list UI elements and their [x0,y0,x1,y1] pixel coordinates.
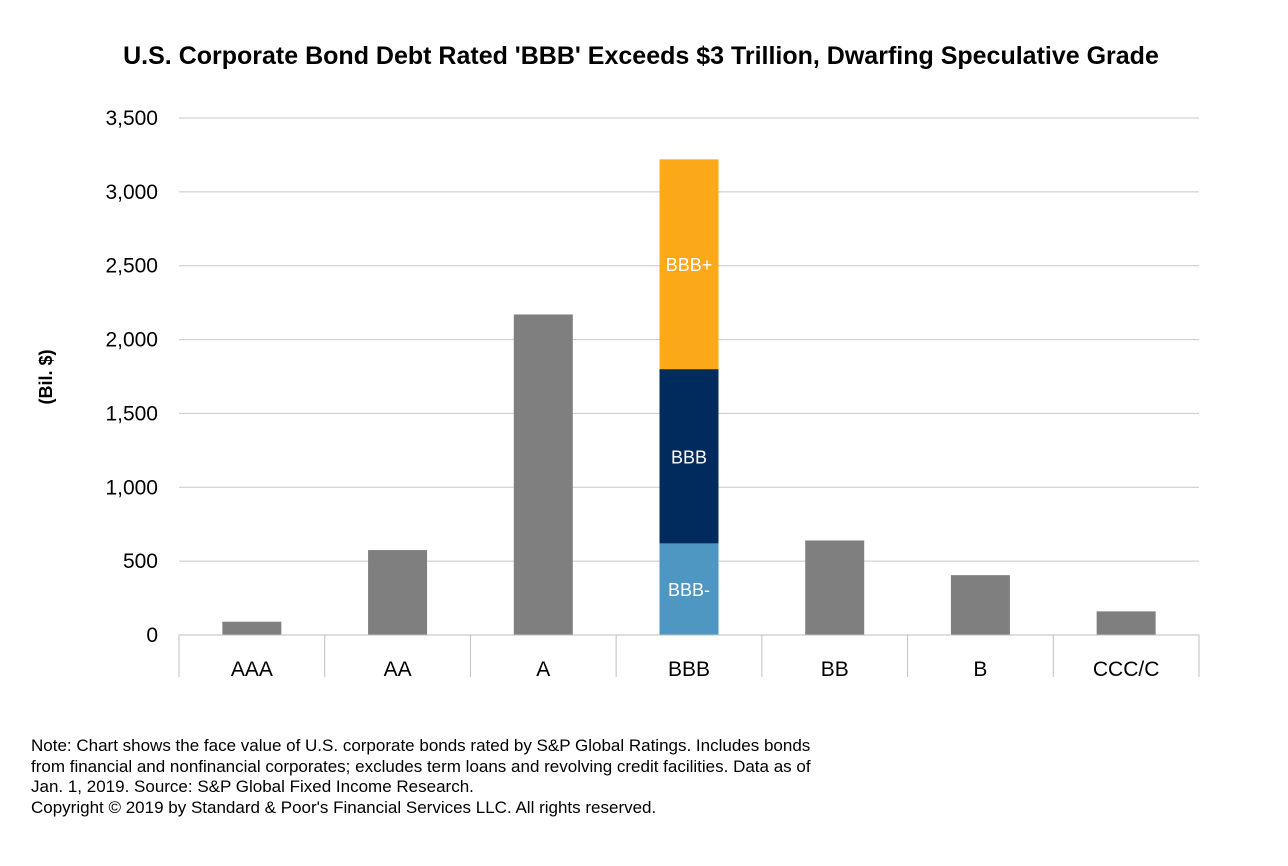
y-axis-title: (Bil. $) [36,349,56,404]
bar-segment-bbb-minusplus [659,159,719,370]
footnote-line: Jan. 1, 2019. Source: S&P Global Fixed I… [31,777,474,796]
x-category-label: BB [821,658,849,681]
y-tick-label: 500 [123,550,158,573]
bar-aaa [222,621,282,635]
segment-labels: BBB- BBB BBB+ [666,255,713,600]
y-tick-label: 0 [146,624,158,647]
x-category-label: CCC/C [1093,658,1160,681]
bar-segment-bbb [659,369,719,544]
chart-title: U.S. Corporate Bond Debt Rated 'BBB' Exc… [123,42,1159,70]
x-axis-category-labels: AAA AA A BBB BB B CCC/C [231,658,1160,681]
x-category-label: AA [384,658,412,681]
y-tick-label: 3,000 [105,181,158,204]
segment-label: BBB+ [666,255,713,275]
bar-bb [805,540,865,635]
x-category-label: B [973,658,987,681]
y-tick-label: 2,500 [105,255,158,278]
y-tick-label: 1,500 [105,402,158,425]
footnote-line: Note: Chart shows the face value of U.S.… [31,736,811,755]
footnote: Note: Chart shows the face value of U.S.… [31,736,1031,818]
x-category-label: AAA [231,658,273,681]
segment-label: BBB- [668,580,710,600]
footnote-line: from financial and nonfinancial corporat… [31,756,811,776]
y-tick-label: 1,000 [105,476,158,499]
y-tick-label: 2,000 [105,329,158,352]
x-category-label: BBB [668,658,710,681]
x-axis [178,634,1200,677]
bars [222,159,1156,635]
y-tick-label: 3,500 [105,107,158,130]
x-category-label: A [536,658,550,681]
footnote-line: Copyright © 2019 by Standard & Poor's Fi… [31,797,657,817]
bar-aa [368,550,428,635]
bar-a [513,314,573,635]
bar-ccc-c [1096,611,1156,635]
segment-label: BBB [671,447,707,467]
bar-b [950,575,1010,635]
bar-segment-bbb-minus [659,543,719,635]
y-axis-tick-labels: 0 500 1,000 1,500 2,000 2,500 3,000 3,500 [105,107,158,647]
